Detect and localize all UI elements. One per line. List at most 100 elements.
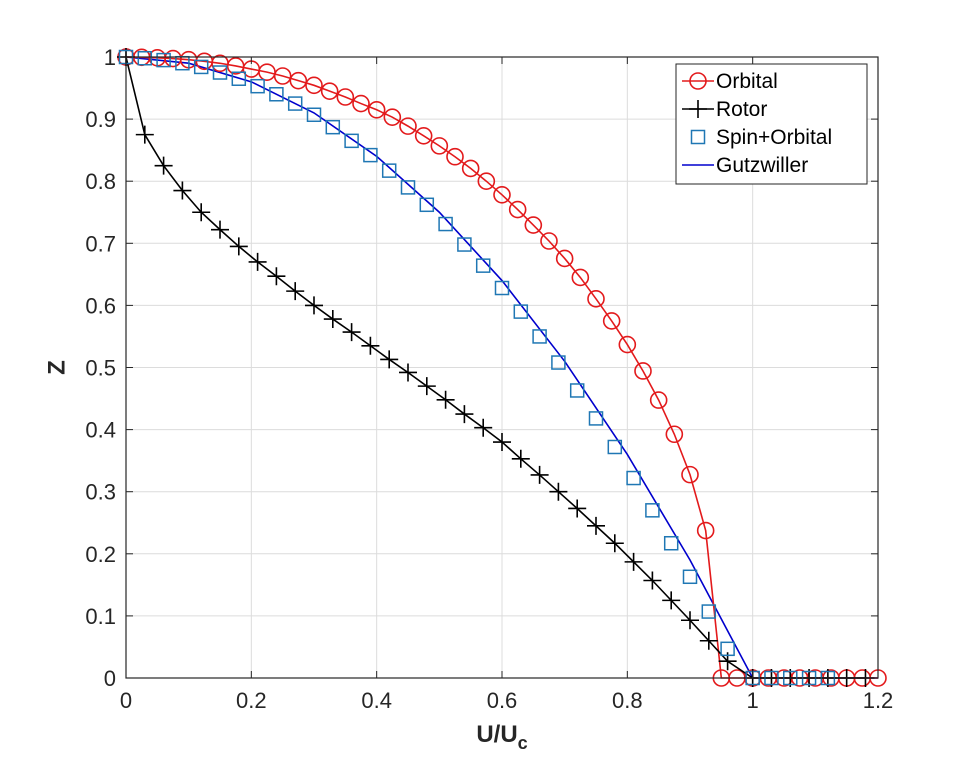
y-tick-label: 0.9 xyxy=(85,107,116,132)
data-point-spin-orbital xyxy=(306,107,322,123)
data-point-rotor xyxy=(305,296,323,315)
y-tick-label: 0.1 xyxy=(85,604,116,629)
data-point-spin-orbital xyxy=(269,87,284,102)
series-line-rotor xyxy=(125,56,866,679)
data-point-rotor xyxy=(286,282,305,301)
data-point-orbital xyxy=(461,159,480,178)
x-axis-label-main: U/U xyxy=(476,721,517,748)
data-point-spin-orbital xyxy=(513,304,529,319)
data-point-rotor xyxy=(530,465,549,484)
data-point-spin-orbital xyxy=(569,383,585,398)
y-tick-label: 0.6 xyxy=(85,293,116,318)
data-point-orbital xyxy=(320,82,339,100)
data-point-orbital xyxy=(352,94,370,113)
data-point-orbital xyxy=(446,147,464,166)
data-point-rotor xyxy=(135,125,154,144)
y-tick-label: 0.8 xyxy=(85,169,116,194)
data-point-rotor xyxy=(568,499,587,518)
data-point-spin-orbital xyxy=(325,119,341,135)
data-point-orbital xyxy=(681,465,699,484)
legend-label: Orbital xyxy=(716,70,778,93)
data-point-orbital xyxy=(602,312,621,330)
data-point-spin-orbital xyxy=(381,163,397,178)
data-point-orbital xyxy=(430,137,449,155)
data-point-spin-orbital xyxy=(720,641,735,657)
legend-swatch-marker xyxy=(690,129,706,145)
data-point-orbital xyxy=(649,391,668,409)
data-point-rotor xyxy=(192,203,211,222)
data-point-orbital xyxy=(477,172,496,190)
data-point-rotor xyxy=(455,405,474,424)
data-point-rotor xyxy=(323,310,342,329)
legend-item-spin-orbital: Spin+Orbital xyxy=(690,126,832,149)
data-point-orbital xyxy=(696,521,715,540)
data-point-rotor xyxy=(211,220,229,239)
x-axis-label-subscript: c xyxy=(518,733,528,753)
data-point-rotor xyxy=(474,418,493,437)
legend-item-rotor: Rotor xyxy=(682,98,767,121)
data-point-rotor xyxy=(493,433,511,452)
data-point-orbital xyxy=(367,100,386,119)
data-point-orbital xyxy=(493,185,511,204)
data-point-orbital xyxy=(399,117,417,135)
data-point-orbital xyxy=(555,249,574,268)
data-point-orbital xyxy=(618,335,637,354)
data-point-spin-orbital xyxy=(663,535,679,551)
data-point-orbital xyxy=(336,88,355,106)
data-point-orbital xyxy=(587,290,605,308)
data-point-orbital xyxy=(665,425,684,444)
x-axis-label: U/Uc xyxy=(476,721,527,753)
data-point-spin-orbital xyxy=(400,180,416,195)
data-point-spin-orbital xyxy=(588,411,604,426)
legend-label: Spin+Orbital xyxy=(716,126,832,149)
data-point-orbital xyxy=(634,362,652,380)
data-point-spin-orbital xyxy=(137,50,153,66)
data-point-rotor xyxy=(248,252,267,271)
legend-item-orbital: Orbital xyxy=(682,70,778,93)
x-tick-label: 0.8 xyxy=(612,688,643,713)
data-point-rotor xyxy=(399,363,417,382)
y-tick-label: 0.3 xyxy=(85,480,116,505)
data-point-orbital xyxy=(414,127,433,145)
legend: Orbital Rotor Spin+Orbital Gutzwiller xyxy=(675,63,868,185)
series-layer xyxy=(117,48,887,687)
data-point-orbital xyxy=(540,232,558,250)
data-point-spin-orbital xyxy=(438,216,453,232)
y-tick-label: 1 xyxy=(104,45,116,70)
legend-label: Gutzwiller xyxy=(716,154,808,177)
legend-swatch-marker xyxy=(689,72,707,90)
data-point-spin-orbital xyxy=(419,197,435,213)
data-point-rotor xyxy=(605,534,624,553)
x-tick-label: 0.2 xyxy=(236,688,267,713)
data-point-rotor xyxy=(380,350,399,369)
data-point-orbital xyxy=(305,76,323,95)
data-point-rotor xyxy=(436,390,455,409)
data-point-spin-orbital xyxy=(457,237,472,252)
data-point-spin-orbital xyxy=(193,59,209,75)
data-point-rotor xyxy=(417,377,436,396)
legend-swatch-marker xyxy=(689,100,707,118)
data-point-spin-orbital xyxy=(231,71,247,86)
data-point-rotor xyxy=(549,482,568,501)
y-tick-label: 0.5 xyxy=(85,356,116,381)
data-point-rotor xyxy=(699,631,718,650)
y-tick-label: 0.2 xyxy=(85,542,116,567)
data-point-orbital xyxy=(508,200,527,219)
data-point-spin-orbital xyxy=(551,355,566,370)
y-tick-label: 0.7 xyxy=(85,231,116,256)
data-point-rotor xyxy=(662,591,681,610)
x-tick-label: 0.4 xyxy=(361,688,392,713)
data-point-spin-orbital xyxy=(287,96,303,111)
data-point-rotor xyxy=(342,323,361,342)
data-point-spin-orbital xyxy=(532,329,547,344)
data-point-orbital xyxy=(383,108,402,126)
data-point-rotor xyxy=(229,237,248,256)
data-point-rotor xyxy=(643,571,662,590)
x-tick-label: 1 xyxy=(747,688,759,713)
data-point-orbital xyxy=(289,71,308,90)
y-tick-label: 0.4 xyxy=(85,418,116,443)
data-point-orbital xyxy=(273,67,292,85)
data-point-spin-orbital xyxy=(250,78,265,94)
legend-label: Rotor xyxy=(716,98,767,121)
